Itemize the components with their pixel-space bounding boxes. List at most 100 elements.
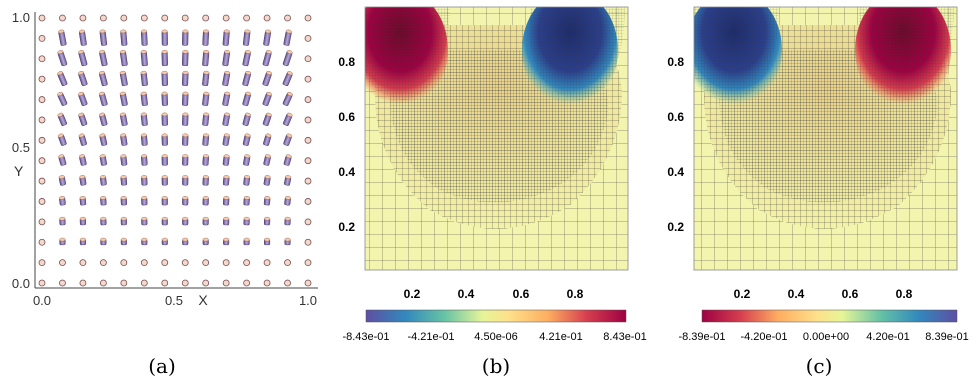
director-glyph xyxy=(161,29,168,46)
director-glyph xyxy=(223,237,230,246)
director-glyph xyxy=(77,71,88,87)
x-tick-0: 0.0 xyxy=(33,293,51,308)
director-glyph xyxy=(161,259,169,267)
director-glyph xyxy=(141,216,148,226)
director-glyph xyxy=(140,14,148,22)
director-glyph xyxy=(304,34,312,42)
y-tick-0.6: 0.6 xyxy=(338,110,355,124)
director-glyph xyxy=(161,49,168,67)
director-glyph xyxy=(99,279,107,287)
director-glyph xyxy=(161,112,168,126)
plot-frame xyxy=(364,6,629,271)
director-glyph xyxy=(120,196,128,206)
director-glyph xyxy=(202,49,210,67)
x-tick-0.2: 0.2 xyxy=(734,287,751,301)
director-glyph xyxy=(119,70,128,87)
director-glyph xyxy=(304,259,312,267)
director-glyph xyxy=(99,14,107,22)
director-glyph xyxy=(38,96,46,103)
director-glyph xyxy=(202,175,209,186)
y-axis-label: Y xyxy=(14,163,24,179)
director-glyph xyxy=(304,157,312,165)
x-tick-0.8: 0.8 xyxy=(896,287,913,301)
y-tick-0.4: 0.4 xyxy=(667,165,684,179)
director-glyph xyxy=(182,154,189,166)
lobe-mesh-right xyxy=(530,7,625,100)
director-glyph xyxy=(182,29,189,46)
director-glyph xyxy=(100,216,107,226)
director-glyph xyxy=(38,116,46,124)
director-glyph xyxy=(202,112,210,126)
director-glyph xyxy=(79,279,87,287)
director-glyph xyxy=(57,91,68,106)
director-glyph xyxy=(161,237,168,246)
director-glyph xyxy=(222,196,230,206)
director-glyph xyxy=(282,91,293,106)
director-glyph xyxy=(202,279,210,287)
director-glyph xyxy=(263,216,271,226)
director-glyph xyxy=(202,91,210,106)
director-glyph xyxy=(119,112,128,126)
lobe-mesh-left xyxy=(694,7,779,100)
director-glyph xyxy=(58,29,67,46)
colorbar-tick-1: -4.21e-01 xyxy=(407,331,454,343)
director-glyph xyxy=(161,154,168,166)
director-glyph xyxy=(304,218,312,226)
director-glyph xyxy=(38,55,46,63)
director-glyph xyxy=(99,112,108,126)
director-glyph xyxy=(79,175,87,186)
heatmap-b: 0.8 0.6 0.4 0.2 0.2 0.4 0.6 0.8 -8.43e-0… xyxy=(338,6,647,343)
director-glyph xyxy=(38,279,46,287)
y-tick-0.4: 0.4 xyxy=(338,165,355,179)
director-glyph xyxy=(222,14,230,22)
director-glyph xyxy=(161,14,169,22)
director-glyph xyxy=(304,279,312,287)
director-glyphs xyxy=(38,14,312,287)
director-glyph xyxy=(59,216,66,226)
director-glyph xyxy=(99,154,107,166)
x-tick-1: 1.0 xyxy=(299,293,317,308)
director-glyph xyxy=(202,259,210,267)
director-glyph xyxy=(38,157,46,165)
director-glyph xyxy=(243,216,250,226)
director-glyph xyxy=(182,196,189,206)
director-glyph xyxy=(120,279,128,287)
director-glyph xyxy=(181,14,189,22)
director-glyph xyxy=(222,133,230,146)
director-glyph xyxy=(263,175,271,186)
director-glyph xyxy=(119,91,128,106)
director-glyph xyxy=(38,75,46,83)
director-glyph xyxy=(222,50,231,67)
x-tick-0.4: 0.4 xyxy=(458,287,475,301)
director-glyph xyxy=(262,50,272,67)
director-glyph xyxy=(140,112,148,126)
director-glyph xyxy=(161,196,168,206)
director-glyph xyxy=(120,259,128,267)
director-glyph xyxy=(242,29,251,46)
director-glyph xyxy=(140,133,148,146)
director-glyph xyxy=(57,71,68,87)
director-glyph xyxy=(38,34,46,42)
director-glyph xyxy=(79,196,87,206)
director-glyph xyxy=(182,216,189,226)
director-glyph xyxy=(141,237,148,246)
director-glyph xyxy=(243,279,251,287)
director-glyph xyxy=(202,14,210,22)
director-glyph xyxy=(182,133,189,146)
y-tick-0.8: 0.8 xyxy=(667,55,684,69)
director-glyph xyxy=(59,14,66,22)
director-glyph xyxy=(100,196,107,206)
director-glyph xyxy=(223,216,230,226)
director-glyph xyxy=(222,259,230,267)
director-glyph xyxy=(242,112,251,126)
director-glyph xyxy=(284,196,291,206)
director-glyph xyxy=(99,29,108,46)
director-glyph xyxy=(222,175,230,186)
director-glyph xyxy=(222,154,230,166)
director-glyph xyxy=(182,237,189,246)
director-glyph xyxy=(222,29,230,46)
director-glyph xyxy=(78,50,88,67)
x-tick-0.6: 0.6 xyxy=(842,287,859,301)
director-glyph xyxy=(57,133,67,146)
y-tick-0: 0.0 xyxy=(12,276,30,291)
